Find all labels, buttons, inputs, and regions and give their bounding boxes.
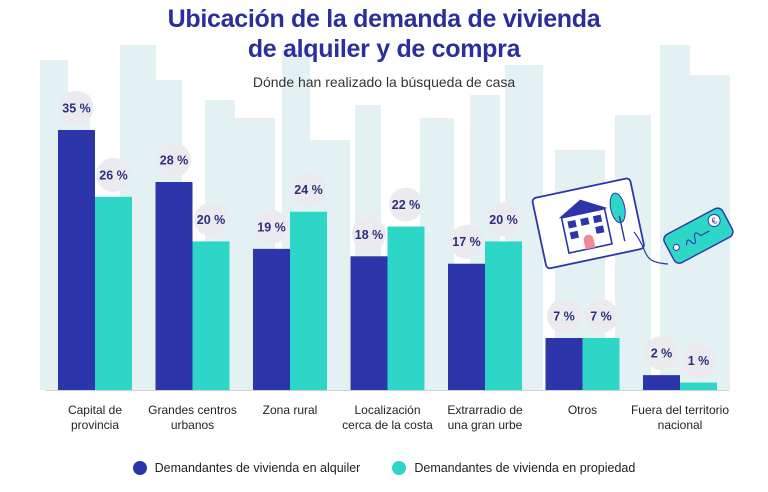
legend-label-rent: Demandantes de vivienda en alquiler	[154, 461, 361, 475]
value-label-bubble-rent-4	[449, 224, 484, 259]
value-label-bubble-rent-6	[644, 336, 679, 371]
bar-own-0	[95, 196, 132, 390]
value-label-rent-0: 35 %	[62, 102, 91, 116]
category-label-1-line-0: Grandes centros	[148, 403, 237, 417]
house-listing-and-euro-tag-icon: €	[531, 177, 734, 270]
bar-rent-3	[350, 256, 388, 390]
value-label-bubble-rent-5	[547, 299, 581, 333]
category-label-5-line-0: Otros	[568, 403, 597, 417]
bar-rent-1	[155, 182, 193, 390]
bar-rent-5	[545, 338, 583, 390]
value-labels-group: 35 % 26 % 28 % 20 % 19 % 24 % 18 % 22 % 17 % 20 %…	[59, 91, 716, 378]
bar-rent-0	[58, 130, 95, 390]
bar-rent-6	[643, 375, 680, 390]
category-label-0-line-1: provincia	[71, 418, 119, 432]
value-label-own-6: 1 %	[688, 354, 710, 368]
value-label-rent-4: 17 %	[452, 235, 481, 249]
value-label-rent-5: 7 %	[553, 310, 575, 324]
value-label-rent-2: 19 %	[257, 220, 286, 234]
legend-swatch-rent	[132, 461, 147, 475]
value-label-bubble-rent-3	[352, 217, 386, 252]
value-label-bubble-rent-0	[59, 91, 94, 125]
bar-own-3	[387, 226, 425, 390]
category-label-6-line-0: Fuera del territorio	[631, 403, 729, 417]
value-label-bubble-own-1	[194, 202, 228, 237]
legend-swatch-own	[392, 461, 407, 475]
bar-own-5	[582, 338, 620, 390]
value-label-bubble-own-4	[486, 202, 521, 237]
value-label-rent-1: 28 %	[160, 154, 189, 168]
chart-subtitle: Dónde han realizado la búsqueda de casa	[252, 74, 516, 90]
bar-rent-2	[253, 248, 290, 390]
value-label-bubble-rent-1	[157, 143, 191, 177]
category-label-4-line-1: una gran urbe	[448, 418, 523, 432]
chart-title-line-1: Ubicación de la demanda de vivienda	[167, 5, 601, 33]
category-label-0-line-0: Capital de	[68, 403, 122, 417]
value-label-rent-3: 18 %	[355, 228, 384, 242]
bar-own-4	[485, 241, 522, 390]
category-label-3-line-0: Localización	[354, 403, 420, 417]
category-label-2-line-0: Zona rural	[263, 403, 318, 417]
value-label-bubble-own-0	[96, 157, 131, 192]
bar-own-2	[290, 211, 327, 390]
legend-label-own: Demandantes de vivienda en propiedad	[414, 461, 636, 475]
category-label-1-line-1: urbanos	[171, 418, 214, 432]
legend: Demandantes de vivienda en alquiler Dema…	[0, 461, 768, 475]
category-label-4-line-0: Extrarradio de	[447, 403, 523, 417]
legend-item-rent: Demandantes de vivienda en alquiler	[132, 461, 361, 475]
bar-own-1	[192, 241, 230, 390]
value-label-bubble-rent-2	[254, 209, 289, 244]
bars-group	[58, 130, 717, 390]
chart-title-line-2: de alquiler y de compra	[247, 35, 521, 63]
svg-text:€: €	[710, 215, 719, 226]
value-label-bubble-own-3	[389, 187, 423, 222]
value-label-own-5: 7 %	[590, 310, 612, 324]
value-label-own-3: 22 %	[392, 198, 421, 212]
value-label-rent-6: 2 %	[651, 347, 673, 361]
value-label-own-1: 20 %	[197, 213, 226, 227]
category-label-6-line-1: nacional	[658, 418, 703, 432]
value-label-own-4: 20 %	[489, 213, 518, 227]
value-label-bubble-own-5	[584, 299, 618, 333]
value-label-own-2: 24 %	[294, 183, 323, 197]
value-label-bubble-own-6	[681, 343, 716, 378]
legend-item-own: Demandantes de vivienda en propiedad	[392, 461, 635, 475]
category-label-3-line-1: cerca de la costa	[342, 418, 433, 432]
value-label-bubble-own-2	[291, 172, 326, 207]
bar-rent-4	[448, 263, 485, 390]
bar-own-6	[680, 382, 717, 390]
value-label-own-0: 26 %	[99, 168, 128, 182]
